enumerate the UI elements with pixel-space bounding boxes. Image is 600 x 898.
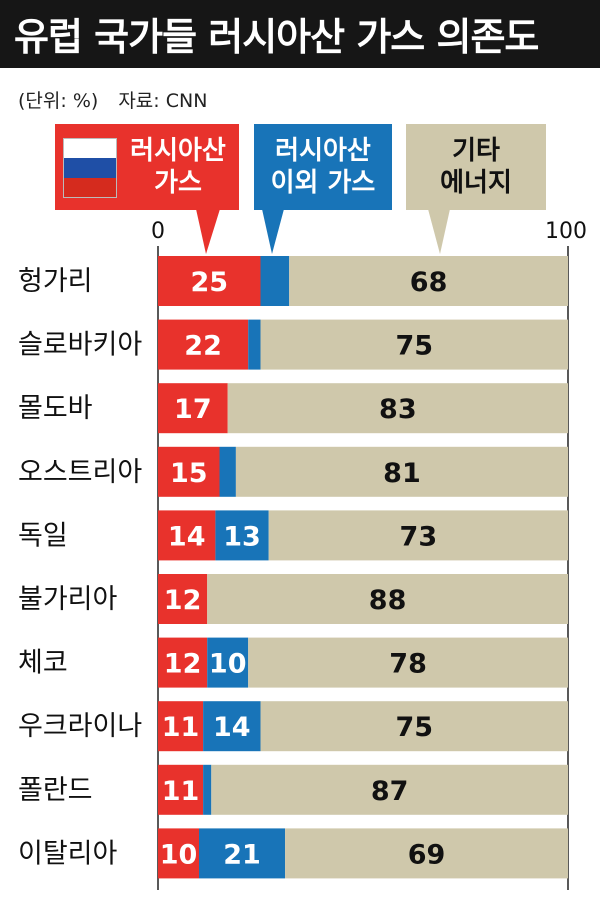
data-label-other-energy: 88 [369, 585, 407, 616]
category-label: 오스트리아 [18, 457, 142, 488]
bar-russian [158, 256, 261, 306]
page-title: 유럽 국가들 러시아산 가스 의존도 [14, 15, 539, 59]
bar-other-energy [268, 510, 568, 561]
x-tick-label: 100 [545, 219, 587, 244]
data-label-other-energy: 73 [400, 521, 438, 552]
bar-russian [158, 319, 249, 370]
bar-other-gas [203, 764, 212, 815]
data-label-other-gas: 14 [213, 712, 251, 743]
bar-other-energy [285, 828, 568, 879]
category-label: 폴란드 [18, 775, 93, 806]
category-label: 체코 [18, 648, 68, 679]
bar-other-energy [235, 446, 568, 497]
data-label-russian: 12 [164, 649, 202, 680]
data-label-russian: 14 [168, 521, 206, 552]
data-label-russian: 15 [170, 458, 208, 489]
data-label-other-gas: 21 [223, 839, 261, 870]
data-label-other-energy: 83 [379, 394, 417, 425]
data-label-other-energy: 78 [389, 649, 427, 680]
bar-other-energy [260, 319, 568, 370]
data-label-other-energy: 69 [408, 839, 446, 870]
data-label-russian: 11 [162, 776, 200, 807]
source-label: 자료: CNN [118, 90, 208, 112]
bar-other-energy [211, 764, 569, 815]
category-label: 불가리아 [18, 584, 118, 615]
bar-russian [158, 574, 208, 624]
data-label-other-energy: 81 [383, 458, 421, 489]
bar-other-gas [203, 701, 261, 752]
category-label: 몰도바 [18, 393, 93, 424]
legend-other-gas: 러시아산 이외 가스 [254, 124, 392, 210]
data-label-other-energy: 68 [410, 267, 448, 298]
data-label-russian: 25 [190, 267, 228, 298]
data-label-russian: 12 [164, 585, 202, 616]
x-tick-label: 0 [151, 219, 165, 244]
legend-russian-gas: 러시아산 가스 [55, 124, 239, 210]
legend-other-energy: 기타 에너지 [406, 124, 546, 210]
data-label-other-gas: 10 [209, 649, 247, 680]
bar-other-energy [207, 574, 568, 624]
bar-other-energy [289, 256, 568, 306]
bar-other-gas [215, 510, 269, 561]
category-label: 슬로바키아 [18, 330, 142, 361]
legend-other-gas-line-1: 러시아산 [275, 136, 371, 166]
bar-russian [158, 764, 204, 815]
category-label: 우크라이나 [18, 711, 142, 742]
data-label-other-energy: 87 [371, 776, 409, 807]
category-label: 이탈리아 [18, 838, 118, 869]
russia-flag-icon [63, 138, 117, 198]
legend-pointer-russian [196, 209, 220, 254]
legend-other-energy-line-1: 기타 [452, 136, 500, 166]
bar-other-gas [199, 828, 286, 879]
bar-other-gas [207, 637, 249, 688]
legend-other-gas-line-2: 이외 가스 [270, 168, 376, 198]
bar-russian [158, 510, 216, 561]
bar-other-gas [248, 319, 261, 370]
data-label-other-energy: 75 [395, 712, 433, 743]
title-bar: 유럽 국가들 러시아산 가스 의존도 [0, 0, 600, 68]
category-label: 헝가리 [18, 266, 93, 297]
bar-russian [158, 383, 228, 434]
data-label-russian: 11 [162, 712, 200, 743]
data-label-other-energy: 75 [395, 331, 433, 362]
data-label-other-gas: 13 [223, 521, 261, 552]
unit-label: (단위: %) [18, 90, 99, 112]
bar-other-energy [227, 383, 568, 434]
legend-pointer-other-gas [262, 209, 284, 254]
bar-other-energy [248, 637, 568, 688]
legend-pointer-other-energy [428, 209, 450, 254]
bar-russian [158, 701, 204, 752]
data-label-russian: 17 [174, 394, 212, 425]
bar-russian [158, 828, 199, 879]
bar-other-energy [260, 701, 568, 752]
bar-other-gas [219, 446, 236, 497]
bar-russian [158, 637, 208, 688]
data-label-russian: 10 [160, 839, 198, 870]
source-row: (단위: %) 자료: CNN [18, 86, 221, 113]
category-label: 독일 [18, 520, 68, 551]
data-label-russian: 22 [184, 331, 222, 362]
legend-russian-gas-line-2: 가스 [154, 168, 202, 198]
bar-russian [158, 446, 220, 497]
legend-russian-gas-line-1: 러시아산 [130, 136, 226, 166]
legend-other-energy-line-2: 에너지 [440, 168, 512, 198]
bar-other-gas [260, 256, 290, 306]
